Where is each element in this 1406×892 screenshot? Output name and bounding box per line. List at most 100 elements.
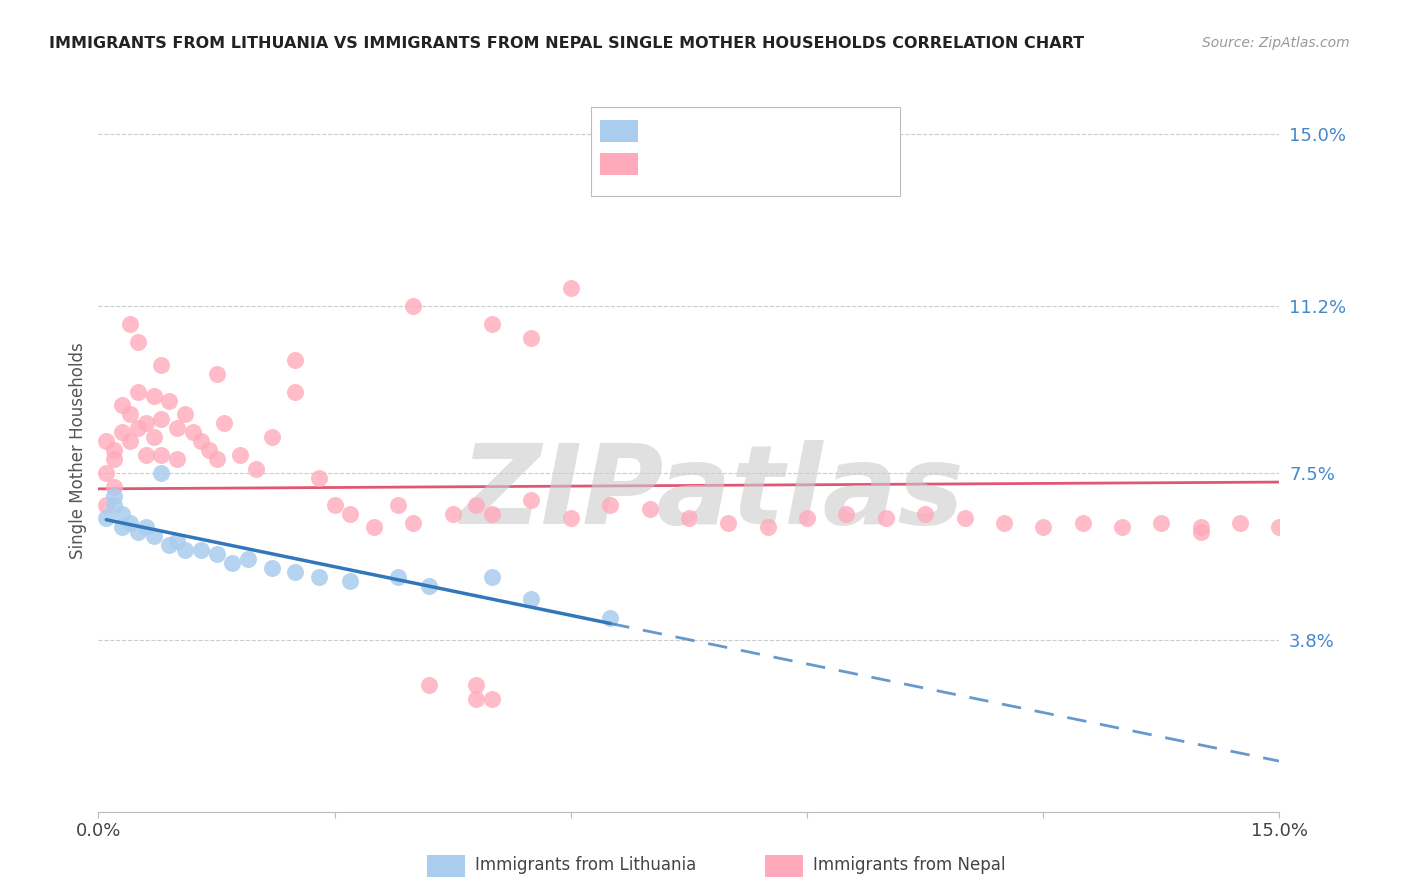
Point — [363, 520, 385, 534]
Point — [1071, 516, 1094, 530]
Point — [166, 533, 188, 548]
Point — [190, 434, 212, 449]
Point — [205, 547, 228, 561]
Point — [339, 507, 361, 521]
Point — [142, 529, 165, 543]
Point — [221, 557, 243, 571]
Point — [993, 516, 1015, 530]
Point — [127, 334, 149, 349]
Text: Source: ZipAtlas.com: Source: ZipAtlas.com — [1202, 36, 1350, 50]
Point — [284, 566, 307, 580]
Point — [284, 384, 307, 399]
Point — [418, 579, 440, 593]
Point — [135, 520, 157, 534]
Point — [96, 498, 118, 512]
Point — [127, 421, 149, 435]
Point — [150, 448, 173, 462]
Point — [260, 430, 283, 444]
Point — [103, 443, 125, 458]
Point — [118, 434, 141, 449]
Point — [953, 511, 976, 525]
Point — [520, 592, 543, 607]
Point — [339, 574, 361, 589]
Point — [150, 412, 173, 426]
Point — [135, 417, 157, 431]
Point — [323, 498, 346, 512]
Point — [111, 425, 134, 440]
Text: Immigrants from Nepal: Immigrants from Nepal — [813, 856, 1005, 874]
Text: IMMIGRANTS FROM LITHUANIA VS IMMIGRANTS FROM NEPAL SINGLE MOTHER HOUSEHOLDS CORR: IMMIGRANTS FROM LITHUANIA VS IMMIGRANTS … — [49, 36, 1084, 51]
Point — [599, 610, 621, 624]
Point — [150, 358, 173, 372]
Text: 0.017: 0.017 — [692, 156, 752, 174]
Point — [418, 678, 440, 692]
Text: 70: 70 — [813, 156, 837, 174]
Point — [111, 520, 134, 534]
Point — [441, 507, 464, 521]
Point — [157, 538, 180, 552]
Text: 26: 26 — [813, 123, 837, 141]
Point — [118, 407, 141, 421]
Point — [1268, 520, 1291, 534]
Point — [205, 452, 228, 467]
Point — [1229, 516, 1251, 530]
Point — [96, 511, 118, 525]
Point — [875, 511, 897, 525]
Point — [465, 678, 488, 692]
Point — [481, 317, 503, 331]
Point — [465, 498, 488, 512]
Point — [1150, 516, 1173, 530]
Point — [127, 384, 149, 399]
Point — [205, 367, 228, 381]
Point — [678, 511, 700, 525]
Point — [103, 489, 125, 503]
Text: Immigrants from Lithuania: Immigrants from Lithuania — [475, 856, 696, 874]
Point — [214, 417, 236, 431]
Point — [229, 448, 252, 462]
Point — [914, 507, 936, 521]
Text: R =: R = — [650, 156, 688, 174]
Point — [835, 507, 858, 521]
Y-axis label: Single Mother Households: Single Mother Households — [69, 343, 87, 558]
Point — [111, 398, 134, 412]
Point — [560, 511, 582, 525]
Point — [190, 542, 212, 557]
Point — [796, 511, 818, 525]
Point — [481, 507, 503, 521]
Text: R =: R = — [650, 123, 688, 141]
Point — [520, 493, 543, 508]
Point — [150, 466, 173, 480]
Point — [402, 516, 425, 530]
Point — [560, 281, 582, 295]
Text: ZIPatlas: ZIPatlas — [461, 441, 965, 548]
Point — [111, 507, 134, 521]
Point — [166, 421, 188, 435]
Point — [1189, 524, 1212, 539]
Point — [103, 480, 125, 494]
Point — [308, 470, 330, 484]
Point — [181, 425, 204, 440]
Point — [103, 498, 125, 512]
Point — [1111, 520, 1133, 534]
Point — [284, 353, 307, 368]
Point — [387, 498, 409, 512]
Point — [481, 570, 503, 584]
Point — [96, 434, 118, 449]
Point — [142, 389, 165, 403]
Point — [756, 520, 779, 534]
Point — [599, 498, 621, 512]
Point — [1189, 520, 1212, 534]
Point — [481, 691, 503, 706]
Point — [118, 317, 141, 331]
Point — [402, 299, 425, 313]
Text: -0.180: -0.180 — [692, 123, 754, 141]
Text: N =: N = — [770, 123, 810, 141]
Point — [127, 524, 149, 539]
Point — [157, 393, 180, 408]
Point — [387, 570, 409, 584]
Point — [717, 516, 740, 530]
Point — [166, 452, 188, 467]
Point — [135, 448, 157, 462]
Point — [96, 466, 118, 480]
Point — [174, 542, 197, 557]
